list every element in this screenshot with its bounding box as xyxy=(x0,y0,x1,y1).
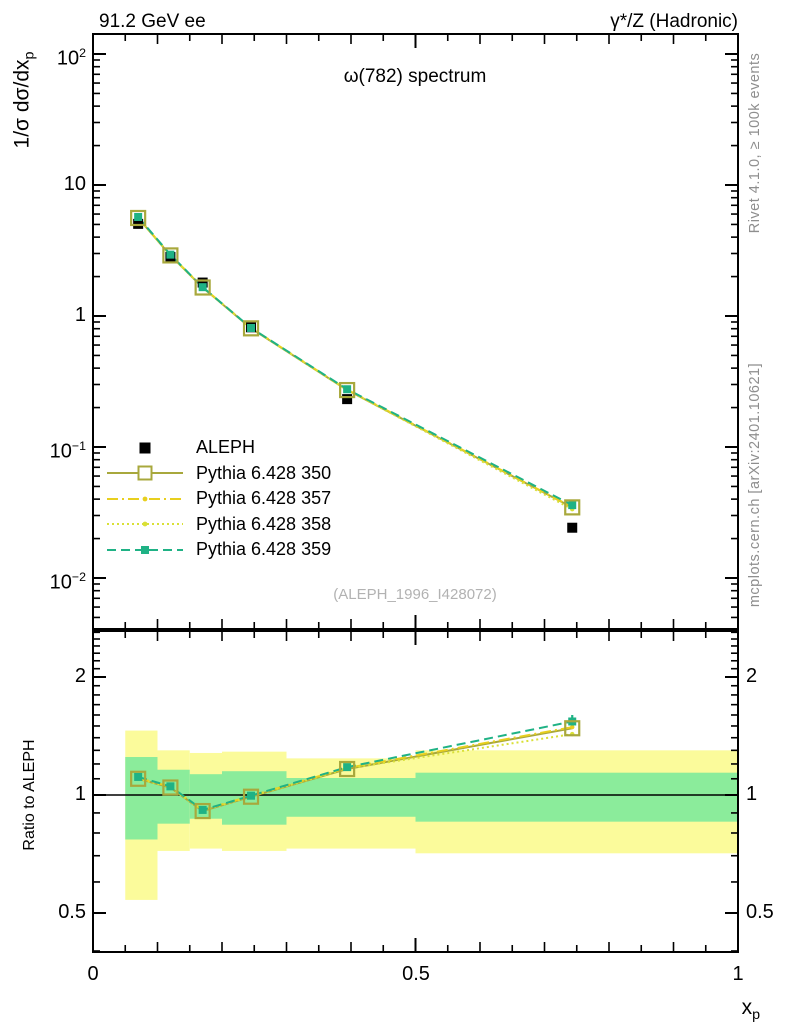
data-marker-p350 xyxy=(194,279,211,296)
legend-marker-p359 xyxy=(107,545,183,554)
x-axis-label-text: x xyxy=(741,996,753,1019)
data-marker-aleph xyxy=(197,277,208,288)
legend-label-p357: Pythia 6.428 357 xyxy=(196,488,332,509)
data-marker-p359 xyxy=(198,283,207,292)
data-marker-p359 xyxy=(166,250,175,259)
data-marker-p350 xyxy=(564,720,581,737)
data-marker-p359 xyxy=(166,782,175,791)
legend-item-p359: Pythia 6.428 359 xyxy=(105,537,331,563)
legend-item-p350: Pythia 6.428 350 xyxy=(105,461,331,487)
ratio-ytick-left-0.5: 0.5 xyxy=(58,901,86,923)
ratio-ytick-right-1: 1 xyxy=(746,783,758,805)
data-marker-p359 xyxy=(568,501,577,510)
legend-label-p350: Pythia 6.428 350 xyxy=(196,462,332,483)
legend-label-aleph: ALEPH xyxy=(196,437,256,458)
legend-glyph-p359 xyxy=(141,545,149,554)
x-axis-label: xp xyxy=(742,996,760,1023)
data-marker-p359 xyxy=(134,772,143,781)
legend-marker-p350 xyxy=(107,465,183,481)
xtick-1: 1 xyxy=(732,963,744,985)
data-marker-p350 xyxy=(130,770,147,787)
x-axis-label-sub: p xyxy=(752,1007,760,1024)
y-axis-label-text: 1/σ dσ/dx xyxy=(10,59,34,149)
data-marker-p359 xyxy=(343,763,352,772)
data-marker-p350 xyxy=(339,381,356,399)
data-marker-p350 xyxy=(130,209,147,227)
data-marker-p359 xyxy=(198,805,207,814)
legend-item-aleph: ALEPH xyxy=(105,435,331,461)
data-marker-p350 xyxy=(242,788,260,805)
legend-marker-p358 xyxy=(107,521,183,527)
side-text-source: mcplots.cern.ch [arXiv:2401.10621] xyxy=(747,362,763,608)
ratio-ytick-left-2: 2 xyxy=(74,665,86,687)
legend-label-p359: Pythia 6.428 359 xyxy=(196,539,332,560)
data-marker-p350 xyxy=(194,802,211,820)
legend-glyph-aleph xyxy=(139,442,151,454)
data-marker-aleph xyxy=(567,522,578,533)
legend-label-p358: Pythia 6.428 358 xyxy=(196,513,332,534)
data-marker-p350 xyxy=(162,779,179,796)
ratio-band-inner xyxy=(286,778,416,817)
ratio-ytick-left-1: 1 xyxy=(74,783,86,805)
ytick-10: 10 xyxy=(63,173,86,195)
analysis-watermark: (ALEPH_1996_I428072) xyxy=(333,586,497,603)
ytick-10−2: 10−2 xyxy=(49,570,86,594)
data-marker-p359 xyxy=(134,212,143,221)
ratio-ytick-right-0.5: 0.5 xyxy=(746,901,774,923)
ytick-10−1: 10−1 xyxy=(49,439,86,463)
ratio-band-inner xyxy=(415,772,738,822)
data-marker-p357 xyxy=(570,724,575,730)
xtick-0.5: 0.5 xyxy=(402,963,430,985)
legend: ALEPH Pythia 6.428 350 Pythia 6.428 357 Pyt… xyxy=(105,435,331,563)
legend-glyph-p350 xyxy=(137,465,153,481)
side-text-generator: Rivet 4.1.0, ≥ 100k events xyxy=(747,52,763,234)
ratio-curve-p359 xyxy=(137,720,573,812)
ratio-band-inner xyxy=(125,757,158,840)
data-marker-p359 xyxy=(343,385,352,394)
xtick-0: 0 xyxy=(87,963,99,985)
data-marker-p359 xyxy=(247,323,256,332)
legend-marker-p357 xyxy=(107,496,183,502)
legend-glyph-p357 xyxy=(142,496,148,502)
data-marker-aleph xyxy=(133,218,144,229)
header-process: γ*/Z (Hadronic) xyxy=(610,11,738,32)
ytick-102: 102 xyxy=(56,46,86,70)
ratio-curve-p358 xyxy=(137,733,573,812)
data-marker-p350 xyxy=(339,760,356,778)
legend-glyph-p358 xyxy=(142,521,148,527)
data-marker-p350 xyxy=(242,320,260,337)
header-beam-energy: 91.2 GeV ee xyxy=(99,11,206,32)
data-marker-aleph xyxy=(342,394,353,405)
data-marker-p359 xyxy=(247,791,256,800)
ytick-1: 1 xyxy=(74,304,86,326)
legend-item-p357: Pythia 6.428 357 xyxy=(105,486,331,512)
ratio-ytick-right-2: 2 xyxy=(746,665,758,687)
legend-marker-aleph xyxy=(139,442,151,454)
legend-item-p358: Pythia 6.428 358 xyxy=(105,512,331,538)
main-curve-p359 xyxy=(137,216,573,507)
data-marker-p350 xyxy=(162,247,179,264)
data-marker-p350 xyxy=(564,499,581,516)
plot-title: ω(782) spectrum xyxy=(343,66,487,87)
